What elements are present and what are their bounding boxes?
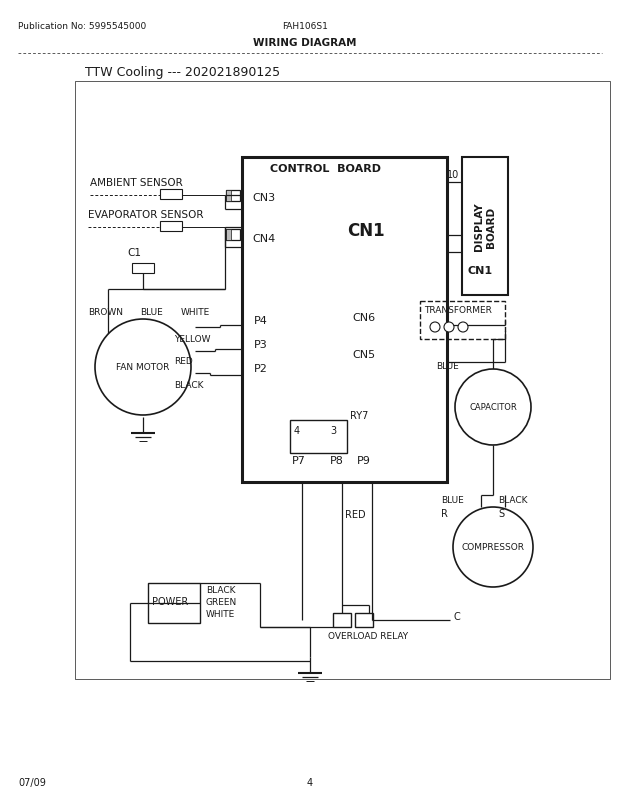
Text: DISPLAY
BOARD: DISPLAY BOARD: [474, 202, 496, 251]
Text: GREEN: GREEN: [206, 597, 237, 606]
Text: TTW Cooling --- 202021890125: TTW Cooling --- 202021890125: [85, 66, 280, 79]
Text: WHITE: WHITE: [181, 308, 210, 317]
Text: CN3: CN3: [252, 192, 275, 203]
Text: YELLOW: YELLOW: [174, 334, 211, 343]
Text: P9: P9: [357, 456, 371, 465]
Bar: [75, 82, 610, 679]
Text: POWER: POWER: [152, 596, 188, 606]
Text: 4: 4: [307, 777, 313, 787]
Text: BROWN: BROWN: [88, 308, 123, 317]
Circle shape: [453, 508, 533, 587]
Bar: [462, 158, 508, 296]
Bar: [226, 191, 231, 202]
Bar: [132, 264, 154, 273]
Text: 07/09: 07/09: [18, 777, 46, 787]
Text: 3: 3: [330, 426, 336, 435]
Text: WHITE: WHITE: [206, 610, 235, 618]
Text: WIRING DIAGRAM: WIRING DIAGRAM: [253, 38, 356, 48]
Text: BLUE: BLUE: [436, 362, 459, 371]
Bar: [355, 614, 373, 627]
Text: R: R: [441, 508, 448, 518]
Text: Publication No: 5995545000: Publication No: 5995545000: [18, 22, 146, 31]
Text: BLACK: BLACK: [498, 496, 528, 504]
Circle shape: [95, 320, 191, 415]
Bar: [333, 614, 351, 627]
Text: CAPACITOR: CAPACITOR: [469, 403, 517, 412]
Text: FAH106S1: FAH106S1: [282, 22, 328, 31]
Circle shape: [455, 370, 531, 445]
Text: 10: 10: [447, 170, 459, 180]
Circle shape: [430, 322, 440, 333]
Text: BLUE: BLUE: [441, 496, 464, 504]
Text: P7: P7: [292, 456, 306, 465]
Text: RED: RED: [345, 509, 366, 520]
Text: COMPRESSOR: COMPRESSOR: [461, 543, 525, 552]
Text: C: C: [453, 611, 460, 622]
Text: BLACK: BLACK: [174, 380, 203, 390]
Text: RED: RED: [174, 357, 193, 366]
Bar: [226, 229, 231, 241]
Circle shape: [444, 322, 454, 333]
Bar: [226, 191, 240, 202]
Text: RY7: RY7: [350, 411, 368, 420]
Text: CN1: CN1: [347, 221, 384, 240]
Text: OVERLOAD RELAY: OVERLOAD RELAY: [328, 631, 408, 640]
Bar: [420, 302, 505, 339]
Text: P3: P3: [254, 339, 268, 350]
Bar: [290, 420, 347, 453]
Text: CONTROL  BOARD: CONTROL BOARD: [270, 164, 381, 174]
Bar: [160, 190, 182, 200]
Text: C1: C1: [127, 248, 141, 257]
Bar: [226, 229, 240, 241]
Bar: [242, 158, 447, 482]
Text: BLUE: BLUE: [140, 308, 162, 317]
Text: TRANSFORMER: TRANSFORMER: [424, 306, 492, 314]
Text: CN5: CN5: [352, 350, 375, 359]
Text: AMBIENT SENSOR: AMBIENT SENSOR: [90, 178, 183, 188]
Text: 4: 4: [294, 426, 300, 435]
Text: S: S: [498, 508, 504, 518]
Text: CN4: CN4: [252, 233, 275, 244]
Text: P8: P8: [330, 456, 344, 465]
Text: CN1: CN1: [467, 265, 492, 276]
Bar: [160, 221, 182, 232]
Text: EVAPORATOR SENSOR: EVAPORATOR SENSOR: [88, 210, 203, 220]
Text: FAN MOTOR: FAN MOTOR: [117, 363, 170, 372]
Text: P2: P2: [254, 363, 268, 374]
Text: P4: P4: [254, 316, 268, 326]
Text: CN6: CN6: [352, 313, 375, 322]
Circle shape: [458, 322, 468, 333]
Bar: [148, 583, 200, 623]
Text: BLACK: BLACK: [206, 585, 236, 594]
